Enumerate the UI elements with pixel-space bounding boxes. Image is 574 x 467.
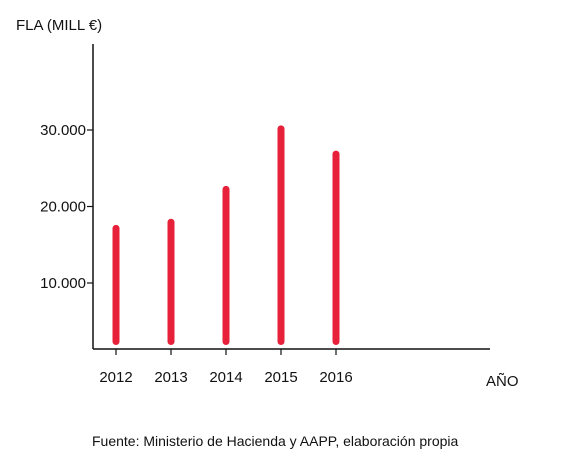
x-tick-label: 2015 <box>264 369 297 386</box>
x-ticks: 2012 2013 2014 2015 2016 <box>99 349 353 386</box>
y-tick-label: 30.000 <box>40 122 86 139</box>
x-tick-label: 2016 <box>319 369 352 386</box>
bar-2013 <box>167 218 175 345</box>
y-axis-label: FLA (MILL €) <box>16 17 102 34</box>
y-tick-label: 10.000 <box>40 275 86 292</box>
bar-2012 <box>112 224 120 345</box>
bars <box>112 125 340 345</box>
x-tick-label: 2014 <box>209 369 242 386</box>
y-ticks: 10.000 20.000 30.000 <box>40 122 93 292</box>
x-tick-label: 2012 <box>99 369 132 386</box>
source-note: Fuente: Ministerio de Hacienda y AAPP, e… <box>92 433 459 449</box>
bar-2014 <box>222 185 230 345</box>
y-tick-label: 20.000 <box>40 199 86 216</box>
bar-2016 <box>332 150 340 345</box>
x-axis-label: AÑO <box>486 373 519 390</box>
x-tick-label: 2013 <box>154 369 187 386</box>
bar-2015 <box>277 125 285 345</box>
